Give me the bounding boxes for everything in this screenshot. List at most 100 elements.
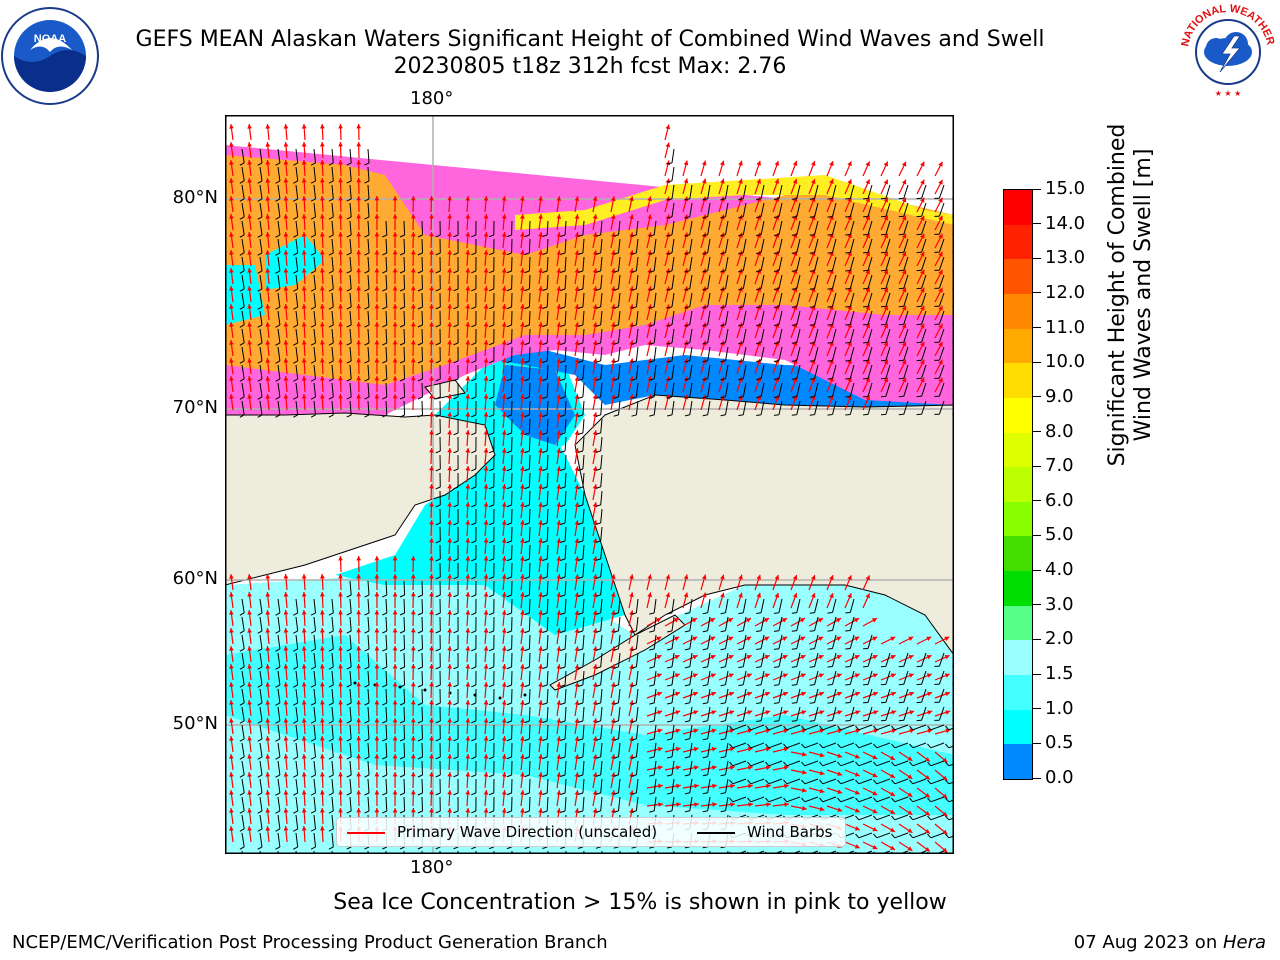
wind-barb [930,742,945,749]
wind-barb [295,184,299,199]
wind-barb [689,346,693,361]
wave-arrow-head [429,358,434,363]
wave-arrow-head [556,790,562,795]
wind-barb [600,292,603,307]
wind-barb-flag [382,648,388,652]
wind-barb-flag [827,648,833,650]
wave-arrow-head [855,710,861,715]
wind-barb-flag [257,378,263,382]
wind-barb-flag [927,797,932,803]
wind-barb-flag [275,792,281,796]
wave-arrow-head [247,394,252,399]
wave-arrow-head [574,304,580,309]
wind-barb-flag [756,288,762,290]
wind-barb [421,364,423,380]
wave-arrow-head [711,710,717,715]
wind-barb [707,346,711,361]
wind-barb [930,778,945,785]
wind-barb-flag [239,396,245,400]
wave-arrow-head [574,646,580,651]
wind-barb-flag [435,432,441,436]
wind-barb [707,598,711,613]
wind-barb [241,364,245,379]
wind-barb-flag [684,288,690,291]
wind-barb-flag [346,396,352,400]
wind-barb-flag [702,288,708,291]
wind-barb [814,382,819,397]
wind-barb [546,688,549,704]
wave-arrow-head [301,268,307,273]
wind-barb-flag [756,324,762,326]
wind-barb [618,310,621,325]
wind-barb [760,616,765,631]
wind-barb [760,238,765,253]
wind-barb [849,184,855,199]
wave-arrow-head [746,673,752,678]
wind-barb [921,364,927,379]
wave-arrow-head [320,340,325,345]
wave-arrow-head [945,710,951,715]
wind-barb [367,166,370,182]
wind-barb-flag [773,288,780,290]
wind-barb [528,454,531,470]
wave-arrow-head [410,628,416,633]
wind-barb [867,382,873,397]
wave-arrow-head [429,322,434,327]
wave-arrow-head [465,682,471,687]
wave-arrow-head [907,846,913,851]
wind-barb-flag [488,810,494,814]
wind-barb [277,310,281,325]
colorbar-segment [1004,432,1032,468]
wave-arrow-head [229,664,234,669]
wind-barb-flag [827,306,833,308]
wave-arrow-head [247,358,252,363]
wind-barb-flag [577,810,584,813]
wind-barb-flag [649,810,655,813]
wind-barb [403,652,406,668]
wind-barb-flag [837,779,842,785]
wind-barb-flag [488,558,494,562]
wave-arrow-head [429,574,434,579]
wave-arrow-head [465,214,471,219]
wind-barb-flag [631,270,637,273]
wind-barb-flag [488,522,494,526]
wind-barb [295,670,299,685]
wind-barb-flag [524,612,530,616]
wave-arrow-head [483,772,489,777]
wave-arrow-head [926,636,932,641]
wind-barb-flag [827,270,833,272]
wind-barb-flag [863,287,869,290]
wind-barb-flag [471,288,477,292]
wind-barb-flag [382,342,388,346]
wind-barb-flag [488,684,494,688]
wind-barb [671,256,675,271]
wind-barb [546,760,549,776]
wind-barb [241,634,245,649]
wind-barb-flag [417,414,423,418]
wave-arrow-head [410,394,416,399]
wind-barb [295,778,299,793]
wind-barb [259,346,263,361]
wind-barb-flag [945,725,950,731]
wind-barb-flag [239,324,245,328]
wind-barb-flag [275,774,281,778]
wind-barb [635,238,639,253]
wave-arrow-head [392,664,398,669]
wave-arrow-head [837,753,843,758]
wave-arrow-head [520,340,525,345]
wind-barb [564,652,567,668]
wind-barb [689,652,693,667]
wind-barb-flag [293,216,298,220]
wind-barb-flag [328,234,334,238]
wave-arrow-head [818,636,824,641]
wind-barb [277,220,281,235]
wind-barb-flag [382,720,388,724]
wave-arrow-head [429,520,434,525]
wind-barb-flag [702,396,708,399]
wind-barb [403,220,406,236]
wave-arrow-head [338,232,343,237]
wind-barb [385,292,388,308]
wave-arrow-head [229,718,234,723]
wave-arrow-head [356,610,362,615]
wind-barb [385,256,388,272]
